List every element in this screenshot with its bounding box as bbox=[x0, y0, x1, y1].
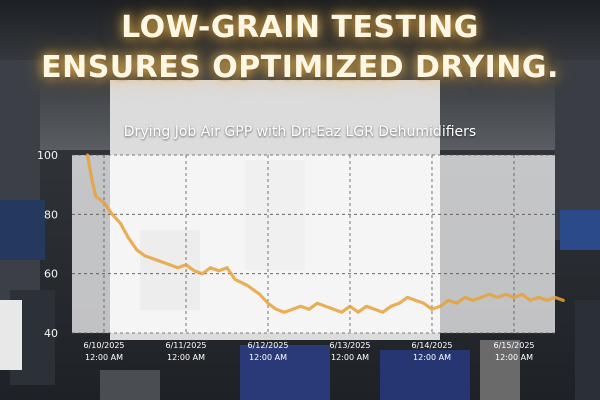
x-tick-label-date: 6/13/2025 bbox=[329, 341, 370, 350]
x-tick-label-time: 12:00 AM bbox=[85, 353, 123, 362]
y-tick-label: 80 bbox=[44, 208, 58, 221]
x-tick-label-date: 6/11/2025 bbox=[165, 341, 206, 350]
plot-area bbox=[72, 155, 555, 333]
x-tick-label-time: 12:00 AM bbox=[331, 353, 369, 362]
x-axis: 6/10/2025 12:00 AM 6/11/2025 12:00 AM 6/12/2… bbox=[83, 341, 534, 362]
x-tick-label-time: 12:00 AM bbox=[249, 353, 287, 362]
x-tick-label-date: 6/10/2025 bbox=[83, 341, 124, 350]
y-tick-label: 100 bbox=[37, 149, 58, 162]
series-line-gpp bbox=[86, 153, 565, 314]
x-tick-label-time: 12:00 AM bbox=[495, 353, 533, 362]
x-tick-label-date: 6/15/2025 bbox=[493, 341, 534, 350]
x-tick-label-date: 6/14/2025 bbox=[411, 341, 452, 350]
y-tick-label: 60 bbox=[44, 268, 58, 281]
x-tick-label-time: 12:00 AM bbox=[167, 353, 205, 362]
y-tick-label: 40 bbox=[44, 327, 58, 340]
x-tick-label-time: 12:00 AM bbox=[413, 353, 451, 362]
grid bbox=[72, 154, 555, 334]
chart-title: Drying Job Air GPP with Dri-Eaz LGR Dehu… bbox=[123, 124, 477, 140]
x-tick-label-date: 6/12/2025 bbox=[247, 341, 288, 350]
headline-line-2: ENSURES OPTIMIZED DRYING. bbox=[41, 50, 559, 85]
y-axis: 40 60 80 100 bbox=[37, 149, 58, 340]
headline-line-1: LOW-GRAIN TESTING bbox=[121, 10, 479, 45]
